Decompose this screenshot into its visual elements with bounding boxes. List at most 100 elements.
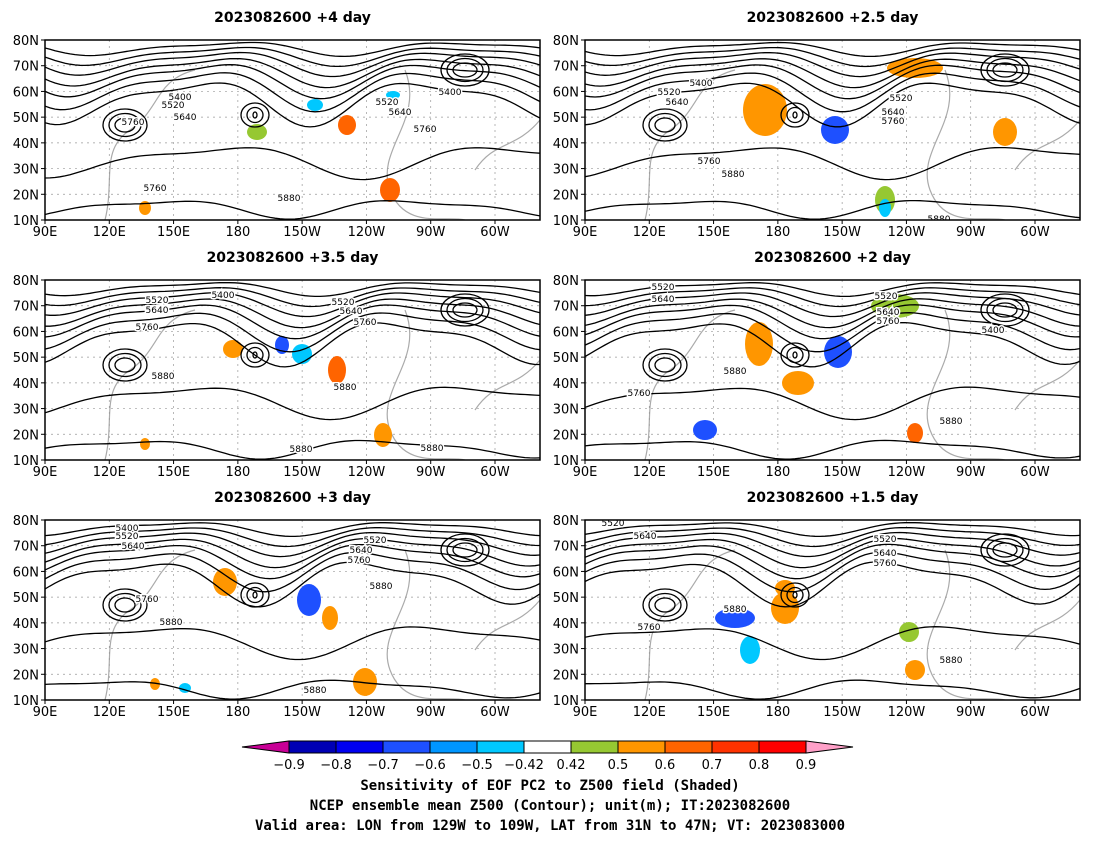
lat-label: 10N [553, 214, 579, 229]
closed-contour [986, 297, 1024, 323]
contour-label: 5520 [162, 101, 185, 111]
lon-label: 60W [480, 465, 510, 480]
closed-contour [986, 57, 1024, 83]
colorbar-label: −0.5 [461, 758, 493, 773]
contour-label: 5760 [144, 184, 167, 194]
contour-line [45, 543, 540, 580]
contour-label: 5880 [370, 582, 393, 592]
lat-label: 80N [553, 274, 579, 289]
closed-contour [446, 57, 484, 83]
contour-line [585, 312, 1080, 353]
contour-line [585, 321, 1080, 368]
lat-label: 30N [553, 163, 579, 178]
contour-label: 5760 [628, 389, 651, 399]
sensitivity-patch [307, 99, 323, 111]
lon-label: 150E [697, 225, 730, 240]
lon-label: 120E [93, 465, 126, 480]
contour-label: 5880 [940, 656, 963, 666]
contour-line [585, 521, 1080, 538]
contour-line [45, 626, 540, 661]
lon-label: 120E [93, 705, 126, 720]
lat-label: 80N [13, 34, 39, 49]
lat-label: 70N [13, 300, 39, 315]
contour-line [45, 64, 540, 100]
lat-label: 40N [553, 377, 579, 392]
panel-title: 2023082600 +4 day [214, 10, 371, 26]
map-content: 5520564054005760552056405760588058805880… [45, 280, 540, 460]
closed-contour [240, 342, 270, 368]
contour-line [585, 526, 1080, 548]
caption-line-3: Valid area: LON from 129W to 109W, LAT f… [254, 818, 845, 834]
closed-contour [114, 117, 136, 133]
lon-label: 120W [888, 465, 926, 480]
lon-label: 90E [573, 705, 598, 720]
contour-line [585, 561, 1080, 608]
contour-line [585, 146, 1080, 181]
contour-label: 5880 [278, 194, 301, 204]
closed-contour [786, 346, 804, 364]
lat-label: 50N [13, 591, 39, 606]
lat-label: 60N [13, 85, 39, 100]
contour-line [45, 200, 540, 220]
contour-line [585, 64, 1080, 100]
sensitivity-patch [223, 340, 243, 358]
colorbar-box [711, 740, 760, 754]
contour-line [45, 551, 540, 593]
contour-label: 5880 [421, 444, 444, 454]
contour-line [585, 551, 1080, 593]
lat-label: 40N [13, 617, 39, 632]
contour-label: 5400 [116, 524, 139, 534]
contour-label: 5640 [389, 108, 412, 118]
contour-label: 5520 [652, 283, 675, 293]
contour-line [45, 561, 540, 608]
lat-label: 80N [13, 514, 39, 529]
contour-line [585, 298, 1080, 329]
sensitivity-patch [353, 668, 377, 696]
closed-contour [654, 597, 676, 613]
sensitivity-patch [322, 606, 338, 630]
contour-label: 5880 [467, 241, 490, 251]
closed-contour [252, 591, 258, 599]
colorbar-label: 0.7 [702, 758, 723, 773]
closed-contour [440, 53, 490, 87]
lat-label: 50N [13, 111, 39, 126]
closed-contour [240, 582, 270, 608]
lon-label: 120W [348, 465, 386, 480]
contour-label: 5760 [136, 595, 159, 605]
sensitivity-patch [338, 115, 356, 135]
contour-line [585, 626, 1080, 661]
contour-line [585, 41, 1080, 58]
contour-line [45, 57, 540, 89]
lon-label: 90W [416, 465, 446, 480]
contour-label: 5400 [169, 93, 192, 103]
colorbar: −0.9 −0.8 −0.7 −0.6 −0.5 −0.42 0.42 0.5 0.6 0.7 0.… [241, 740, 854, 773]
closed-contour [102, 588, 148, 622]
colorbar-arrow-right [805, 740, 854, 754]
map-frame [44, 39, 541, 221]
contour-line [45, 292, 540, 318]
contour-line [45, 537, 540, 569]
lon-label: 150E [157, 465, 190, 480]
contour-label: 5520 [146, 296, 169, 306]
lon-label: 180 [225, 705, 250, 720]
contour-line [585, 679, 1080, 700]
sensitivity-patch [821, 116, 849, 144]
closed-contour [792, 351, 798, 359]
contour-label: 5640 [882, 108, 905, 118]
closed-contour [648, 352, 682, 378]
contour-label: 5880 [160, 618, 183, 628]
lat-label: 40N [13, 377, 39, 392]
colorbar-arrow-left [241, 740, 290, 754]
colorbar-box [664, 740, 713, 754]
lat-label: 50N [553, 351, 579, 366]
closed-contour [108, 352, 142, 378]
contour-label: 5880 [334, 383, 357, 393]
lat-label: 80N [553, 34, 579, 49]
colorbar-label: 0.9 [796, 758, 817, 773]
lon-label: 90W [956, 705, 986, 720]
lat-label: 40N [553, 617, 579, 632]
lat-label: 10N [553, 454, 579, 469]
colorbar-label: −0.8 [320, 758, 352, 773]
